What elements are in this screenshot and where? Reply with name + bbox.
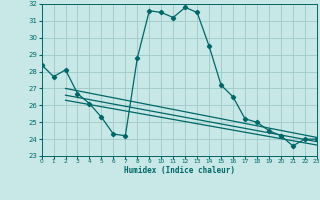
X-axis label: Humidex (Indice chaleur): Humidex (Indice chaleur): [124, 166, 235, 175]
